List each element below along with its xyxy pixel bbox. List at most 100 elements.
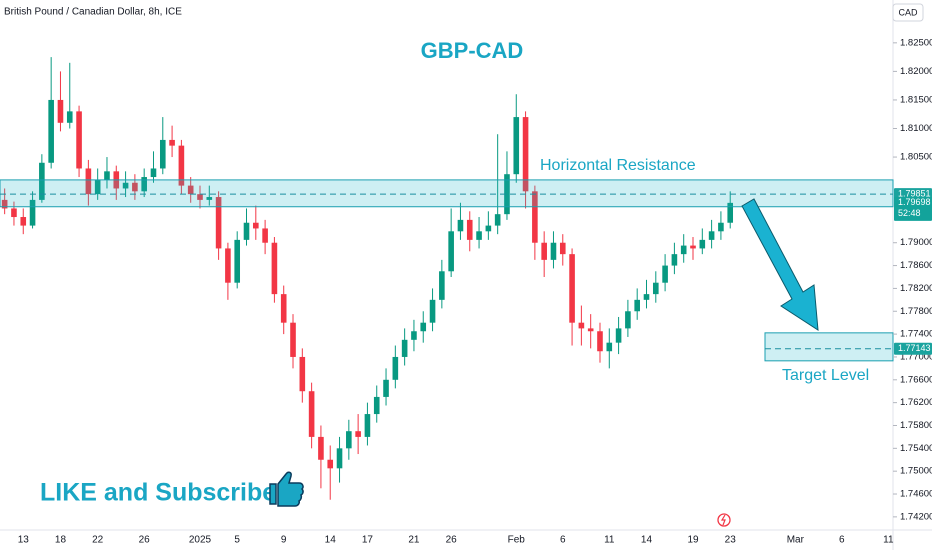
candle-body: [466, 219, 473, 240]
x-tick-label: 26: [446, 535, 458, 546]
candle-body: [48, 99, 54, 163]
y-tick-label: 1.74600: [900, 489, 932, 500]
x-tick-label: Feb: [508, 535, 526, 546]
candle-body: [299, 356, 306, 392]
candle-body: [662, 265, 668, 283]
candle-body: [280, 294, 287, 323]
y-tick-label: 1.74200: [900, 511, 932, 522]
currency-label[interactable]: CAD: [898, 7, 918, 17]
candle-body: [122, 182, 129, 189]
candle-body: [327, 459, 334, 469]
y-tick-label: 1.82500: [900, 37, 932, 48]
candle-body: [606, 342, 613, 352]
overlays: Horizontal Resistance Target Level: [0, 157, 894, 384]
target-label: Target Level: [782, 367, 869, 384]
candle-body: [652, 282, 659, 295]
x-tick-label: 19: [687, 535, 699, 546]
candle-body: [383, 379, 389, 397]
y-tick-label: 1.77000: [900, 351, 932, 362]
candle-body: [457, 219, 464, 232]
promo-text: LIKE and Subscribe: [40, 479, 276, 507]
resistance-zone: [0, 179, 894, 208]
y-tick-label: 1.82000: [900, 66, 932, 77]
candle-body: [439, 271, 445, 300]
y-tick-label: 1.75800: [900, 420, 932, 431]
candle-body: [243, 222, 250, 240]
candle-body: [494, 214, 501, 226]
x-tick-label: 6: [560, 535, 566, 546]
candle-body: [699, 239, 706, 249]
candle-body: [234, 239, 241, 283]
candle-body: [718, 222, 724, 232]
y-tick-label: 1.78200: [900, 283, 932, 294]
candle-body: [708, 231, 715, 240]
candle-body: [355, 431, 361, 437]
candle-body: [401, 339, 408, 357]
candle-body: [429, 299, 436, 323]
x-tick-label: 23: [725, 535, 737, 546]
candle-body: [346, 431, 352, 449]
y-tick-label: 1.75400: [900, 443, 932, 454]
y-tick-label: 1.81000: [900, 123, 932, 134]
candle-body: [85, 168, 92, 195]
symbol-header: British Pound / Canadian Dollar, 8h, ICE: [4, 7, 182, 18]
candle-body: [290, 322, 296, 357]
x-tick-label: 22: [92, 535, 104, 546]
candle-body: [690, 245, 696, 249]
candle-body: [522, 117, 529, 192]
candle-body: [615, 328, 622, 343]
candles: [1, 57, 734, 500]
target-price-label: 1.77143: [898, 343, 931, 353]
x-tick-label: 5: [234, 535, 240, 546]
candle-body: [66, 111, 73, 123]
last-price-label-bg: [894, 196, 932, 221]
candle-body: [373, 396, 380, 415]
candle-body: [680, 245, 687, 255]
x-tick-label: 17: [362, 535, 374, 546]
candle-body: [336, 448, 343, 469]
x-tick-label: 14: [325, 535, 337, 546]
candle-body: [11, 208, 17, 218]
y-tick-label: 1.79000: [900, 237, 932, 248]
chart-title: GBP-CAD: [421, 38, 524, 63]
candle-body: [225, 248, 231, 283]
x-tick-label: 6: [839, 535, 845, 546]
currency-button[interactable]: [892, 3, 924, 22]
candle-body: [318, 436, 324, 460]
candle-body: [513, 117, 520, 175]
candle-body: [541, 242, 547, 260]
x-tick-label: 9: [281, 535, 287, 546]
candle-body: [253, 222, 259, 229]
candle-body: [625, 311, 631, 329]
last-price-label: 1.79698: [898, 197, 931, 207]
candle-body: [643, 294, 650, 300]
thumb-icon: [269, 471, 304, 507]
arrow: [741, 198, 819, 331]
candle-body: [578, 322, 585, 329]
candle-body: [485, 225, 492, 232]
candle-body: [159, 139, 166, 169]
candle-body: [39, 162, 45, 200]
candle-body: [20, 217, 27, 226]
candle-body: [420, 322, 427, 332]
candle-body: [634, 299, 640, 312]
candle-body: [1, 199, 8, 209]
target-price-label-bg: [894, 342, 932, 355]
target-zone: [764, 332, 894, 362]
y-tick-label: 1.76600: [900, 374, 932, 385]
candle-body: [29, 199, 36, 226]
x-tick-label: 18: [55, 535, 67, 546]
candle-body: [364, 414, 371, 437]
x-tick-label: 26: [139, 535, 151, 546]
x-tick-label: 13: [18, 535, 30, 546]
y-tick-label: 1.75000: [900, 466, 932, 477]
candle-body: [206, 197, 213, 200]
candle-body: [57, 99, 64, 123]
candle-body: [727, 202, 734, 223]
resistance-price-label: 1.79851: [898, 188, 931, 198]
candle-body: [532, 191, 538, 243]
countdown: 52:48: [898, 208, 921, 218]
candle-body: [569, 254, 575, 323]
resistance-label: Horizontal Resistance: [540, 157, 696, 174]
